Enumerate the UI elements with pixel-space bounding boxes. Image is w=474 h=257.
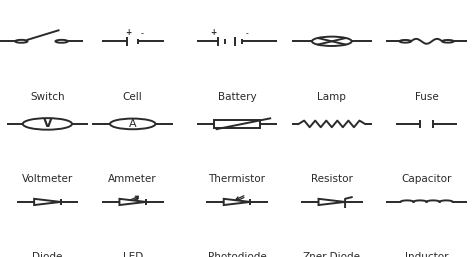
- Text: Zner-Diode: Zner-Diode: [303, 252, 361, 257]
- Text: Resistor: Resistor: [311, 175, 353, 184]
- Text: Lamp: Lamp: [318, 92, 346, 102]
- Text: +: +: [125, 28, 131, 37]
- Text: -: -: [246, 29, 249, 38]
- Bar: [214, 120, 260, 128]
- Text: A: A: [129, 119, 137, 129]
- Text: Battery: Battery: [218, 92, 256, 102]
- Polygon shape: [224, 199, 250, 205]
- Text: Fuse: Fuse: [415, 92, 438, 102]
- Text: Diode: Diode: [32, 252, 63, 257]
- Polygon shape: [319, 199, 345, 205]
- Text: LED: LED: [123, 252, 143, 257]
- Text: Photodiode: Photodiode: [208, 252, 266, 257]
- Text: Switch: Switch: [30, 92, 65, 102]
- Text: Inductor: Inductor: [405, 252, 448, 257]
- Text: Ammeter: Ammeter: [109, 175, 157, 184]
- Polygon shape: [119, 199, 146, 205]
- Text: Cell: Cell: [123, 92, 143, 102]
- Text: +: +: [210, 28, 217, 37]
- Polygon shape: [34, 199, 61, 205]
- Text: Voltmeter: Voltmeter: [22, 175, 73, 184]
- Text: -: -: [141, 29, 144, 38]
- Text: Thermistor: Thermistor: [209, 175, 265, 184]
- Text: Capacitor: Capacitor: [401, 175, 452, 184]
- Text: V: V: [43, 117, 52, 130]
